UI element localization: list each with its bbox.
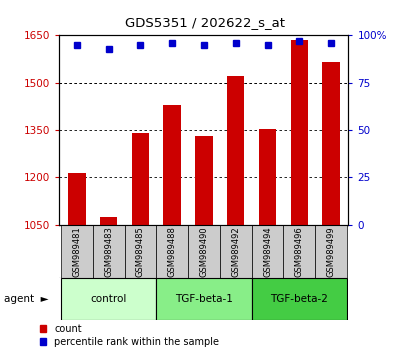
- Text: control: control: [90, 294, 126, 304]
- Bar: [131, 133, 149, 225]
- Text: GDS5351 / 202622_s_at: GDS5351 / 202622_s_at: [125, 16, 284, 29]
- Legend: count, percentile rank within the sample: count, percentile rank within the sample: [38, 322, 220, 349]
- Bar: [188, 225, 219, 278]
- Text: TGF-beta-1: TGF-beta-1: [175, 294, 232, 304]
- Text: GSM989492: GSM989492: [231, 226, 240, 277]
- Text: GSM989488: GSM989488: [167, 226, 176, 277]
- Bar: [290, 40, 307, 225]
- Bar: [156, 225, 188, 278]
- Bar: [315, 225, 346, 278]
- Text: GSM989494: GSM989494: [262, 226, 271, 277]
- Bar: [321, 62, 339, 225]
- Bar: [124, 225, 156, 278]
- Text: TGF-beta-2: TGF-beta-2: [270, 294, 327, 304]
- Bar: [100, 217, 117, 225]
- Bar: [251, 225, 283, 278]
- Bar: [68, 173, 85, 225]
- Bar: [219, 225, 251, 278]
- Bar: [61, 278, 156, 320]
- Text: agent  ►: agent ►: [4, 294, 49, 304]
- Bar: [61, 225, 92, 278]
- Bar: [283, 225, 315, 278]
- Bar: [258, 129, 276, 225]
- Bar: [195, 136, 212, 225]
- Text: GSM989499: GSM989499: [326, 226, 335, 277]
- Text: GSM989490: GSM989490: [199, 226, 208, 277]
- Bar: [92, 225, 124, 278]
- Text: GSM989485: GSM989485: [136, 226, 145, 277]
- Bar: [227, 76, 244, 225]
- Text: GSM989481: GSM989481: [72, 226, 81, 277]
- Bar: [163, 105, 180, 225]
- Text: GSM989496: GSM989496: [294, 226, 303, 277]
- Text: GSM989483: GSM989483: [104, 226, 113, 277]
- Bar: [156, 278, 251, 320]
- Bar: [251, 278, 346, 320]
